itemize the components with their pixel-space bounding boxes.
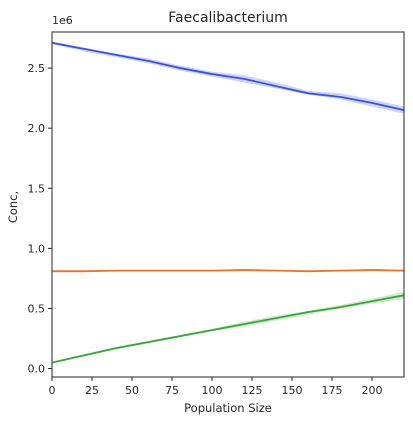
y-tick-label: 0.0 bbox=[28, 363, 46, 376]
series-2-line bbox=[52, 269, 405, 273]
y-tick-label: 1.0 bbox=[28, 242, 46, 255]
axis-ticks: 0 25 50 75 100 125 150 175 200 0.0 0.5 1.0 1.5 2.0 2.5 bbox=[28, 62, 383, 397]
x-tick-label: 125 bbox=[242, 384, 263, 397]
plot-area bbox=[51, 41, 405, 364]
x-tick-label: 200 bbox=[362, 384, 383, 397]
y-tick-label: 1.5 bbox=[28, 182, 46, 195]
x-tick-label: 75 bbox=[165, 384, 179, 397]
series-1-line bbox=[51, 41, 405, 112]
chart-title: Faecalibacterium bbox=[168, 10, 287, 26]
x-tick-label: 175 bbox=[322, 384, 343, 397]
x-tick-label: 25 bbox=[85, 384, 99, 397]
x-tick-label: 100 bbox=[202, 384, 223, 397]
y-tick-label: 2.5 bbox=[28, 62, 46, 75]
y-axis-label: Conc, bbox=[6, 191, 20, 223]
x-tick-label: 0 bbox=[49, 384, 56, 397]
x-tick-label: 50 bbox=[125, 384, 139, 397]
series-3-line bbox=[51, 294, 405, 364]
y-tick-label: 2.0 bbox=[28, 122, 46, 135]
x-tick-label: 150 bbox=[282, 384, 303, 397]
y-offset-label: 1e6 bbox=[52, 14, 73, 27]
y-tick-label: 0.5 bbox=[28, 302, 46, 315]
plot-frame bbox=[51, 31, 405, 378]
x-axis-label: Population Size bbox=[184, 401, 272, 415]
